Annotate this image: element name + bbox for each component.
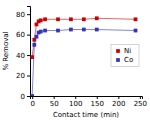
x-axis: 0 50 100 150 200 250	[30, 96, 147, 108]
data-point	[32, 43, 36, 47]
tick-label: 100	[69, 100, 82, 108]
data-point	[134, 17, 138, 21]
tick-label: 20	[16, 72, 25, 80]
tick-label: 60	[16, 31, 25, 39]
plot-area: 0 50 100 150 200 250 0 20 40 60 80 NiCo	[16, 7, 147, 108]
tick-mark	[27, 96, 30, 97]
data-point	[35, 35, 39, 39]
data-point	[69, 28, 73, 32]
data-point	[30, 94, 34, 96]
tick: 20	[16, 72, 30, 80]
tick-mark	[75, 96, 76, 99]
tick: 200	[112, 96, 125, 108]
tick: 50	[50, 96, 59, 108]
legend-swatch	[116, 58, 120, 62]
tick-label: 150	[91, 100, 104, 108]
legend-swatch	[116, 49, 120, 53]
y-axis: 0 20 40 60 80	[16, 7, 30, 101]
tick-mark	[32, 96, 33, 99]
y-axis-title: % Removal	[2, 31, 10, 70]
tick-label: 250	[134, 100, 147, 108]
tick: 80	[16, 11, 30, 19]
data-point	[95, 16, 99, 20]
tick: 100	[69, 96, 82, 108]
data-point	[82, 28, 86, 32]
tick-mark	[27, 55, 30, 56]
tick: 0	[30, 96, 34, 108]
data-point	[43, 17, 47, 21]
tick-label: 50	[50, 100, 59, 108]
tick-mark	[27, 14, 30, 15]
tick-label: 80	[16, 11, 25, 19]
tick-mark	[27, 76, 30, 77]
data-point	[39, 30, 43, 34]
tick-mark	[140, 96, 141, 99]
tick-label: 0	[21, 93, 25, 101]
tick-label: 200	[112, 100, 125, 108]
tick-label: 0	[30, 100, 34, 108]
tick: 250	[134, 96, 147, 108]
legend-label: Co	[124, 56, 133, 64]
data-point	[39, 18, 43, 22]
axis-line	[27, 7, 31, 97]
tick-mark	[27, 35, 30, 36]
data-point	[82, 17, 86, 21]
legend: NiCo	[111, 45, 139, 67]
tick: 40	[16, 52, 30, 60]
data-point	[134, 29, 138, 33]
data-point	[95, 28, 99, 32]
data-point	[69, 17, 73, 21]
legend-frame	[111, 45, 139, 67]
data-point	[56, 29, 60, 33]
data-point	[56, 17, 60, 21]
legend-item: Ni	[116, 47, 131, 55]
tick-label: 40	[16, 52, 25, 60]
tick: 60	[16, 31, 30, 39]
x-axis-title: Contact time (min)	[53, 111, 119, 119]
tick-mark	[54, 96, 55, 99]
tick: 0	[21, 93, 30, 101]
legend-item: Co	[116, 56, 133, 64]
chart: 0 50 100 150 200 250 0 20 40 60 80 NiCo Contact time…	[0, 0, 150, 120]
axis-line	[31, 97, 143, 100]
data-point	[43, 29, 47, 33]
tick-mark	[118, 96, 119, 99]
tick: 150	[91, 96, 104, 108]
legend-label: Ni	[124, 47, 131, 55]
tick-mark	[97, 96, 98, 99]
